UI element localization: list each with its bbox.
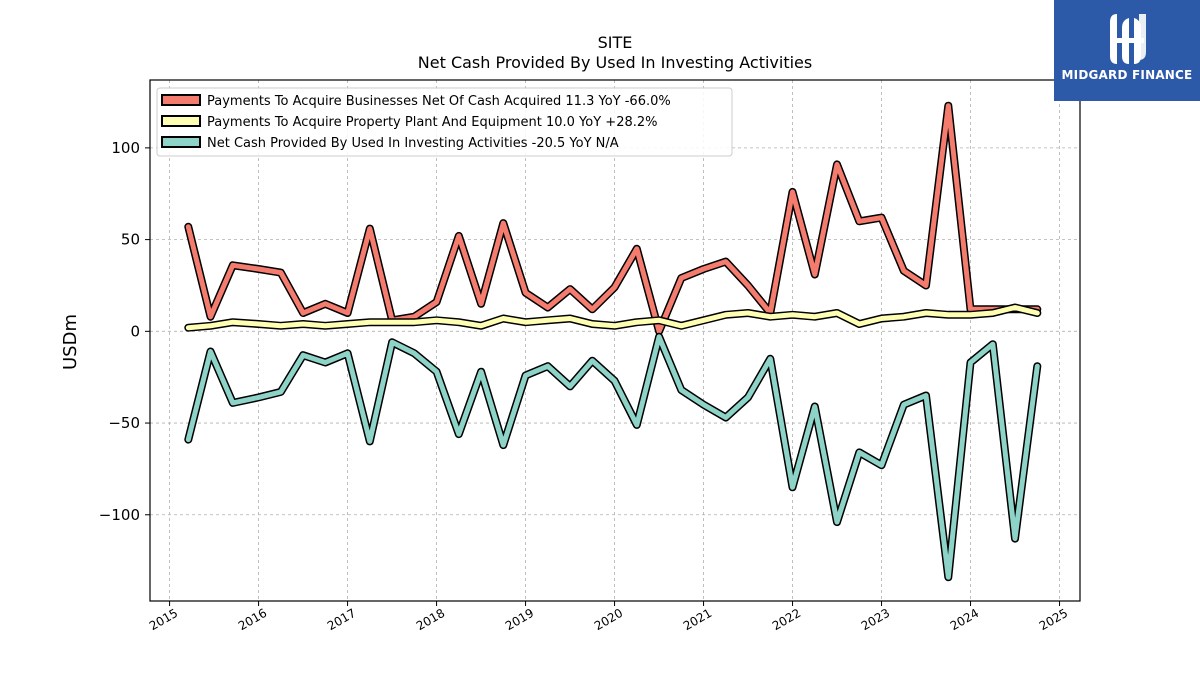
legend-box bbox=[156, 87, 733, 157]
legend-swatch-1 bbox=[161, 115, 201, 127]
legend-entry-2: Net Cash Provided By Used In Investing A… bbox=[207, 136, 619, 151]
chart-subtitle: Net Cash Provided By Used In Investing A… bbox=[418, 53, 812, 72]
x-tick-label: 2021 bbox=[681, 606, 714, 633]
legend-entry-0: Payments To Acquire Businesses Net Of Ca… bbox=[207, 94, 671, 109]
legend-swatch-0 bbox=[161, 94, 201, 106]
y-tick-label: −50 bbox=[108, 414, 140, 432]
x-tick-label: 2025 bbox=[1037, 606, 1070, 633]
series-lines bbox=[184, 101, 1042, 582]
x-tick-label: 2015 bbox=[147, 606, 180, 633]
x-tick-label: 2019 bbox=[503, 606, 536, 633]
midgard-logo-icon bbox=[1110, 14, 1146, 64]
x-tick-label: 2017 bbox=[325, 606, 358, 633]
legend: Payments To Acquire Businesses Net Of Ca… bbox=[156, 87, 733, 157]
y-tick-label: −100 bbox=[99, 506, 140, 524]
series-line-outline-2 bbox=[184, 332, 1042, 582]
x-tick-label: 2018 bbox=[414, 606, 447, 633]
series-line-0 bbox=[185, 103, 1040, 334]
y-tick-label: 0 bbox=[130, 322, 140, 340]
y-tick-label: 50 bbox=[121, 231, 140, 249]
x-tick-label: 2022 bbox=[770, 606, 803, 633]
y-axis-label: USDm bbox=[60, 314, 81, 370]
chart-title: SITE bbox=[598, 33, 633, 52]
plot-frame bbox=[149, 79, 1081, 602]
series-line-2 bbox=[185, 334, 1040, 580]
x-tick-label: 2016 bbox=[236, 606, 269, 633]
x-tick-label: 2023 bbox=[859, 606, 892, 633]
x-tick-label: 2024 bbox=[948, 606, 981, 633]
series-line-1 bbox=[185, 305, 1040, 331]
x-tick-label: 2020 bbox=[592, 606, 625, 633]
axes: 2015 2016 2017 2018 2019 2020 2021 2022 2023 2024… bbox=[99, 79, 1081, 633]
legend-swatch-2 bbox=[161, 136, 201, 148]
legend-entry-1: Payments To Acquire Property Plant And E… bbox=[207, 115, 658, 130]
brand-name: MIDGARD FINANCE bbox=[1061, 68, 1193, 82]
brand-logo: MIDGARD FINANCE bbox=[1054, 0, 1200, 101]
y-tick-label: 100 bbox=[111, 139, 140, 157]
